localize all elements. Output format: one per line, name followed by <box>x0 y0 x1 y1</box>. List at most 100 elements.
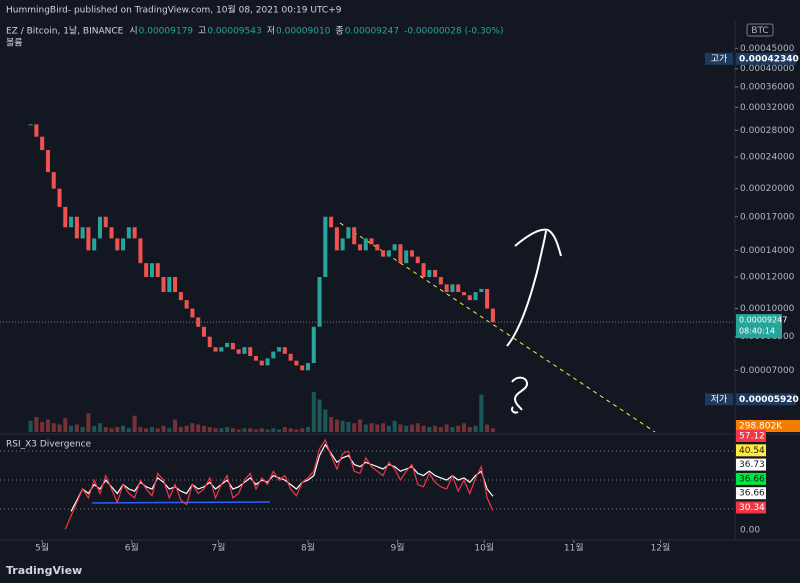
legend-key: 고 <box>198 27 206 37</box>
volume-bar <box>386 425 391 432</box>
volume-bar <box>473 425 478 432</box>
y-tick-label: 0.00032000 <box>740 103 795 113</box>
candle <box>265 358 270 366</box>
candle <box>450 284 455 293</box>
candle <box>92 238 97 251</box>
candle <box>392 244 397 251</box>
high-badge <box>736 52 796 65</box>
volume-bar <box>479 394 484 432</box>
volume-badge <box>736 420 800 432</box>
candle <box>398 244 403 264</box>
volume-bar <box>109 428 114 432</box>
candle <box>323 216 328 278</box>
volume-bar <box>311 392 316 432</box>
candle <box>427 269 432 278</box>
rsi-badge-label: 36.73 <box>739 460 765 470</box>
volume-bar <box>438 427 443 432</box>
y-tick-label: 0.00014000 <box>740 246 795 256</box>
volume-bar <box>45 419 50 432</box>
y-tick-label: 0.00024000 <box>740 153 795 163</box>
volume-bar <box>398 424 403 432</box>
x-tick-label: 8월 <box>301 542 315 554</box>
volume-bar <box>236 429 241 432</box>
x-tick-label: 6월 <box>125 542 139 554</box>
candle <box>456 284 461 293</box>
candle <box>236 349 241 354</box>
candle <box>225 342 230 348</box>
volume-bar <box>444 424 449 432</box>
rsi-badge-label: 36.66 <box>739 489 765 499</box>
rsi-badge <box>736 444 766 457</box>
candle <box>57 188 62 207</box>
candle <box>467 295 472 301</box>
volume-bar <box>190 423 195 432</box>
trend-line <box>339 222 656 433</box>
candle <box>277 347 282 352</box>
volume-badge-label: 298.802K <box>739 422 783 432</box>
candle <box>317 277 322 327</box>
candle <box>161 277 166 293</box>
candle <box>421 263 426 278</box>
candle <box>34 124 39 137</box>
candle <box>444 284 449 293</box>
candle <box>282 347 287 354</box>
rsi-badge-label: 36.66 <box>739 474 765 484</box>
volume-bar <box>253 429 259 432</box>
volume-bar <box>381 423 386 432</box>
candle <box>121 238 126 251</box>
candle <box>74 216 79 239</box>
volume-title: 볼륨 <box>6 38 23 49</box>
volume-bar <box>63 418 68 432</box>
volume-bar <box>196 424 201 432</box>
volume-bar <box>121 425 126 432</box>
rsi-bottom-label: 0.00 <box>740 526 760 536</box>
volume-bar <box>317 399 322 432</box>
high-tag-label: 고가 <box>711 53 728 64</box>
legend-value: 0.00009179 <box>139 27 194 37</box>
candle <box>115 238 120 251</box>
y-tick-label: 0.00040000 <box>740 64 795 74</box>
candle <box>86 227 91 251</box>
volume-bar <box>161 425 166 432</box>
y-tick-label: 0.00012000 <box>740 273 795 283</box>
candle <box>334 227 339 251</box>
currency: BTC <box>751 26 768 36</box>
candle <box>346 227 351 239</box>
volume-bar <box>357 419 363 432</box>
candle <box>461 292 467 296</box>
candle <box>242 347 247 354</box>
footer: TradingView <box>6 564 82 577</box>
volume-bar <box>259 428 264 432</box>
rsi-badge <box>736 472 766 485</box>
x-tick-label: 11월 <box>564 542 584 554</box>
candle <box>201 326 206 337</box>
candle <box>167 277 172 293</box>
x-tick-label: 5월 <box>35 542 49 554</box>
volume-bar <box>248 428 253 432</box>
candle <box>433 269 438 278</box>
volume-bar <box>149 427 154 432</box>
y-tick-label: 0.00007000 <box>740 366 795 376</box>
legend-key: 시 <box>129 26 137 37</box>
rsi-line <box>70 443 494 512</box>
volume-bar <box>409 424 415 432</box>
candle <box>28 124 33 126</box>
x-tick-label: 12월 <box>651 542 671 554</box>
high-badge-label: 0.00042340 <box>739 54 799 64</box>
volume-bar <box>155 428 160 432</box>
candle <box>40 136 45 151</box>
volume-bar <box>415 423 420 432</box>
legend-value: 0.00009010 <box>276 27 331 37</box>
x-tick-label: 10월 <box>474 542 494 554</box>
candle <box>409 250 415 257</box>
legend-change: -0.00000028 (-0.30%) <box>404 27 503 37</box>
candle <box>63 206 68 228</box>
volume-bar <box>369 423 374 432</box>
countdown: 08:40:14 <box>739 327 775 336</box>
candle <box>184 300 189 309</box>
volume-bar <box>74 424 79 432</box>
candle <box>473 292 478 301</box>
candle <box>155 263 160 278</box>
